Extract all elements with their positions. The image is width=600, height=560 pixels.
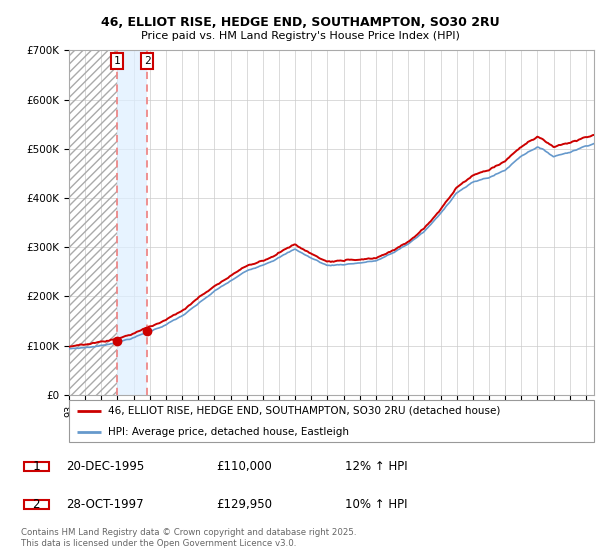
Text: 2: 2 xyxy=(32,498,40,511)
Text: 28-OCT-1997: 28-OCT-1997 xyxy=(65,498,143,511)
FancyBboxPatch shape xyxy=(24,463,49,472)
Text: 20-DEC-1995: 20-DEC-1995 xyxy=(65,460,144,473)
Text: £110,000: £110,000 xyxy=(216,460,272,473)
Text: £129,950: £129,950 xyxy=(216,498,272,511)
Text: 1: 1 xyxy=(32,460,40,473)
Text: HPI: Average price, detached house, Eastleigh: HPI: Average price, detached house, East… xyxy=(109,427,349,437)
Text: 46, ELLIOT RISE, HEDGE END, SOUTHAMPTON, SO30 2RU: 46, ELLIOT RISE, HEDGE END, SOUTHAMPTON,… xyxy=(101,16,499,29)
Text: Price paid vs. HM Land Registry's House Price Index (HPI): Price paid vs. HM Land Registry's House … xyxy=(140,31,460,41)
Text: 12% ↑ HPI: 12% ↑ HPI xyxy=(344,460,407,473)
Text: 1: 1 xyxy=(113,56,121,66)
FancyBboxPatch shape xyxy=(24,500,49,509)
Text: 10% ↑ HPI: 10% ↑ HPI xyxy=(344,498,407,511)
Bar xyxy=(117,50,147,395)
Bar xyxy=(69,50,117,395)
Text: 2: 2 xyxy=(143,56,151,66)
Text: 46, ELLIOT RISE, HEDGE END, SOUTHAMPTON, SO30 2RU (detached house): 46, ELLIOT RISE, HEDGE END, SOUTHAMPTON,… xyxy=(109,406,501,416)
Text: Contains HM Land Registry data © Crown copyright and database right 2025.
This d: Contains HM Land Registry data © Crown c… xyxy=(21,528,356,548)
FancyBboxPatch shape xyxy=(69,400,594,442)
